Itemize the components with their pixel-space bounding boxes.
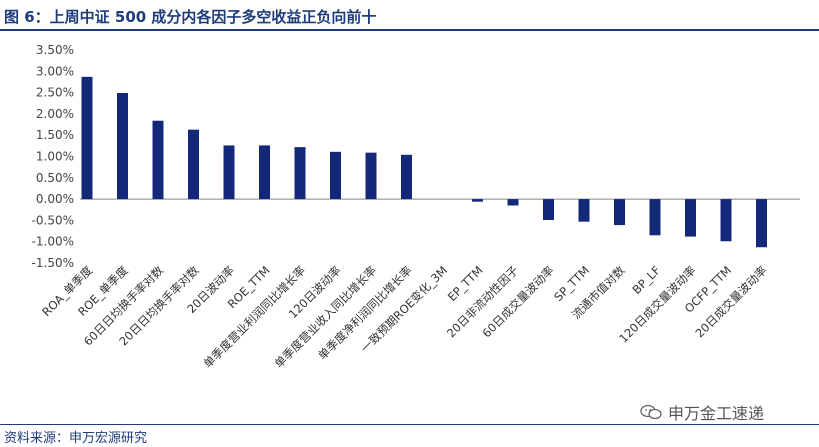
y-tick-label: 1.00% (36, 150, 74, 164)
category-label: BP_LF (629, 263, 663, 297)
watermark-text: 申万金工速递 (668, 404, 765, 423)
bar (720, 199, 732, 242)
bar (81, 76, 93, 200)
bar (259, 145, 270, 200)
y-tick-label: 1.50% (36, 128, 74, 142)
bar (472, 199, 483, 202)
bar (614, 199, 625, 226)
footer-divider (0, 424, 819, 425)
y-tick-label: -1.50% (32, 256, 74, 270)
bar (117, 93, 128, 200)
y-tick-label: 2.50% (36, 86, 74, 100)
bar (294, 147, 306, 200)
bars-group (81, 76, 767, 248)
watermark: 申万金工速递 (640, 400, 764, 424)
bar (685, 199, 696, 237)
y-tick-label: -1.00% (32, 235, 74, 249)
chart-title: 图 6：上周中证 500 成分内各因子多空收益正负向前十 (4, 8, 377, 26)
bar (543, 199, 554, 220)
bar (649, 199, 661, 236)
bar-chart: 3.50% 3.00% 2.50% 2.00% 1.50% 1.00% 0.50% 0.00%… (32, 43, 800, 371)
source-note: 资料来源：申万宏源研究 (4, 431, 148, 446)
y-tick-label: 3.50% (36, 43, 74, 57)
title-divider (0, 29, 819, 31)
y-tick-label: 0.50% (36, 171, 74, 185)
bar (152, 120, 164, 200)
category-labels: ROA_单季度ROE_单季度60日日均换手率对数20日日均换手率对数20日波动率… (39, 263, 769, 371)
y-tick-label: 3.00% (36, 64, 74, 78)
bar (365, 152, 377, 200)
bar (330, 151, 341, 200)
bar (578, 199, 590, 222)
bar (756, 199, 767, 248)
bar (401, 154, 412, 200)
y-tick-label: 0.00% (36, 192, 74, 206)
wechat-icon (640, 404, 662, 420)
bar (223, 145, 235, 200)
y-tick-label: -0.50% (32, 213, 74, 227)
bar (188, 129, 199, 200)
y-axis: 3.50% 3.00% 2.50% 2.00% 1.50% 1.00% 0.50% 0.00%… (32, 43, 800, 270)
y-tick-label: 2.00% (36, 107, 74, 121)
bar (507, 199, 519, 206)
